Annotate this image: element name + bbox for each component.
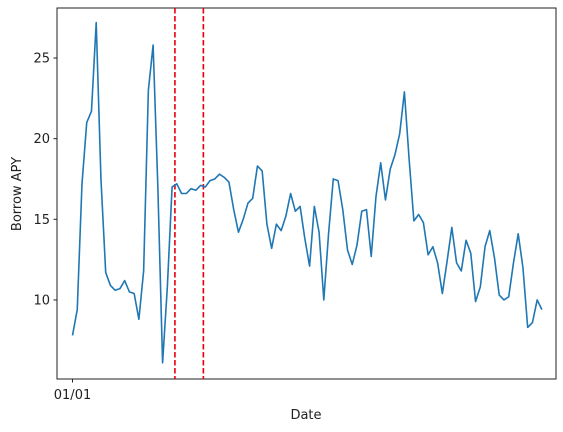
y-tick-label-3: 25 — [33, 52, 50, 67]
x-axis-label: Date — [290, 408, 321, 423]
y-axis-label: Borrow APY — [10, 157, 25, 231]
series-line-0 — [71, 21, 543, 364]
x-axis-ticks: 01/01 — [54, 379, 91, 403]
plot-area — [56, 7, 557, 380]
series-group — [71, 21, 543, 364]
reference-lines — [174, 8, 205, 379]
y-tick-label-2: 20 — [33, 132, 50, 147]
x-tick-label-0: 01/01 — [54, 388, 91, 403]
y-axis-ticks: 10 15 20 25 — [33, 52, 57, 308]
y-tick-label-1: 15 — [33, 213, 50, 228]
y-tick-label-0: 10 — [33, 293, 50, 308]
